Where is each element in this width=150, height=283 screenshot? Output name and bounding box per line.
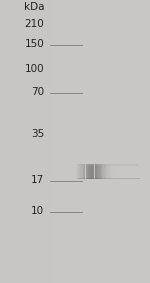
Bar <box>78 164 138 166</box>
Bar <box>124 164 125 179</box>
Bar <box>138 164 140 179</box>
Bar <box>106 164 107 179</box>
Bar <box>96 164 97 179</box>
Bar <box>88 164 89 179</box>
Bar <box>118 164 119 179</box>
Bar <box>78 164 79 179</box>
Text: 17: 17 <box>31 175 44 185</box>
Bar <box>130 164 132 179</box>
Bar <box>105 164 106 179</box>
Bar <box>119 164 120 179</box>
Bar <box>112 164 114 179</box>
Text: 100: 100 <box>25 64 44 74</box>
Bar <box>97 164 98 179</box>
Bar <box>93 164 94 179</box>
Bar <box>115 164 116 179</box>
Bar <box>94 164 96 179</box>
Bar <box>50 0 150 283</box>
Bar <box>101 164 102 179</box>
Bar <box>136 164 137 179</box>
Bar <box>116 164 118 179</box>
Bar <box>84 164 85 179</box>
Text: kDa: kDa <box>24 2 44 12</box>
Text: 35: 35 <box>31 129 44 140</box>
Bar <box>98 164 100 179</box>
Bar <box>127 164 128 179</box>
Bar <box>91 164 92 179</box>
Bar <box>87 164 88 179</box>
Bar <box>85 164 87 179</box>
Bar <box>83 164 84 179</box>
Bar <box>123 164 124 179</box>
Bar <box>134 164 136 179</box>
Bar <box>114 164 115 179</box>
Bar <box>92 164 93 179</box>
Bar <box>80 164 82 179</box>
Bar <box>82 164 83 179</box>
Bar <box>102 164 103 179</box>
Text: 150: 150 <box>24 39 44 49</box>
Bar <box>125 164 127 179</box>
Bar <box>140 164 141 179</box>
Bar <box>100 164 101 179</box>
Text: 70: 70 <box>31 87 44 97</box>
Bar <box>107 164 109 179</box>
Bar <box>111 164 112 179</box>
Bar <box>120 164 122 179</box>
Bar <box>122 164 123 179</box>
Bar <box>110 164 111 179</box>
Bar <box>133 164 134 179</box>
Bar <box>79 164 80 179</box>
Text: 10: 10 <box>31 206 44 216</box>
Bar <box>103 164 105 179</box>
Bar <box>109 164 110 179</box>
Bar <box>76 164 78 179</box>
Text: 210: 210 <box>24 19 44 29</box>
Bar <box>129 164 130 179</box>
Bar <box>137 164 138 179</box>
Bar <box>89 164 91 179</box>
Bar <box>128 164 129 179</box>
Bar <box>132 164 133 179</box>
